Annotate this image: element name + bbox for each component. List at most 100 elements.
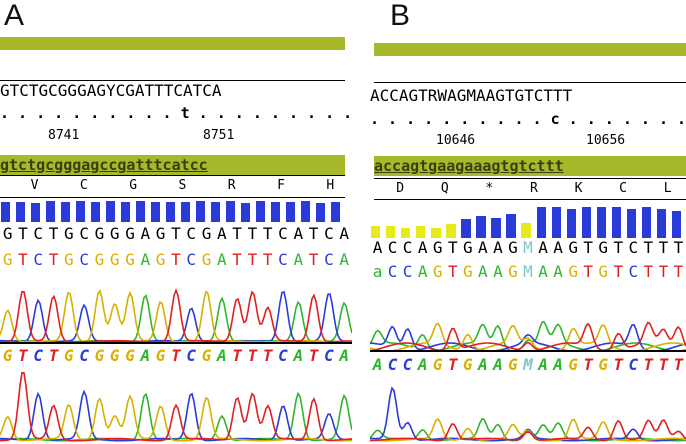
base: A (538, 262, 548, 281)
quality-bar (611, 207, 622, 238)
base: T (308, 224, 319, 243)
quality-bar (536, 207, 546, 238)
base: T (613, 238, 624, 257)
base: G (155, 346, 166, 365)
base: A (372, 355, 383, 374)
chromatogram-panel-a: A GTCTGCGGGAGYCGATTTCATCA . . . . . . . … (0, 0, 352, 442)
base: T (171, 224, 181, 243)
base: G (109, 346, 120, 365)
base: G (508, 238, 518, 257)
trace-t (0, 371, 352, 442)
base: G (125, 346, 135, 365)
consensus-sequence-b: ACCAGTRWAGMAAGTGTCTTT (370, 86, 573, 105)
base: T (262, 250, 273, 269)
base: G (598, 238, 609, 257)
base: G (201, 250, 212, 269)
quality-bar (491, 217, 501, 238)
base: T (658, 238, 669, 257)
base: G (125, 224, 135, 243)
position-label: 8741 (48, 128, 80, 143)
base: C (278, 346, 288, 365)
chromatogram-trace-a2 (0, 371, 352, 442)
base: C (33, 346, 44, 365)
panel-label-b: B (390, 0, 411, 32)
trace-g (370, 417, 686, 442)
divider (0, 80, 345, 81)
base: G (64, 224, 74, 243)
quality-bars-b (370, 204, 686, 238)
base: A (493, 355, 503, 374)
base: G (155, 224, 166, 243)
base: T (308, 346, 319, 365)
quality-bar (106, 201, 116, 222)
quality-bar (626, 209, 637, 238)
trace-a (0, 391, 352, 442)
base: T (232, 346, 242, 365)
base: G (508, 355, 518, 374)
base: T (247, 224, 258, 243)
base: G (568, 355, 578, 374)
header-bar-b (374, 43, 686, 56)
base: G (462, 238, 473, 257)
base: T (643, 238, 654, 257)
chromatogram-trace-b1 (370, 320, 686, 352)
base: T (673, 355, 684, 374)
base: A (478, 355, 488, 374)
base: A (140, 250, 151, 269)
base: T (247, 250, 258, 269)
base: A (478, 238, 488, 257)
base: A (417, 238, 428, 257)
trace-g (0, 394, 352, 442)
quality-bar (476, 215, 486, 238)
panel-label-a: A (4, 0, 25, 32)
amino-acid: K (574, 181, 583, 196)
base: G (64, 250, 74, 269)
base: T (48, 346, 59, 365)
amino-acid: L (663, 181, 672, 196)
base: C (79, 346, 89, 365)
base: G (568, 238, 578, 257)
quality-bar (241, 203, 251, 222)
divider (0, 342, 352, 344)
base: T (262, 346, 273, 365)
quality-bar (581, 207, 591, 238)
base: T (447, 262, 458, 281)
amino-acid: S (178, 178, 187, 193)
trace-t (370, 321, 686, 352)
base: A (339, 224, 349, 243)
divider (374, 199, 686, 200)
base: G (598, 355, 609, 374)
base: G (2, 346, 13, 365)
base: C (387, 262, 398, 281)
quality-bar (226, 201, 236, 222)
quality-bar (316, 203, 326, 222)
reference-sequence-b: accagtgaagaaagtgtcttt (374, 156, 686, 176)
base: T (673, 262, 684, 281)
base: C (402, 262, 413, 281)
base: T (658, 355, 669, 374)
amino-acid: * (485, 181, 494, 196)
amino-acid: Q (440, 181, 449, 196)
consensus-sequence-a: GTCTGCGGGAGYCGATTTCATCA (0, 81, 222, 100)
amino-acid: D (396, 181, 405, 196)
base: A (293, 250, 304, 269)
base: A (216, 250, 227, 269)
amino-acid: F (277, 178, 285, 193)
base: T (171, 250, 181, 269)
quality-bar (211, 202, 221, 222)
base: T (48, 250, 59, 269)
quality-bar (166, 202, 176, 222)
trace-c (370, 324, 686, 352)
base: C (186, 224, 197, 243)
base: T (643, 355, 654, 374)
base: G (2, 224, 13, 243)
base: T (18, 346, 28, 365)
base: G (462, 355, 473, 374)
quality-bar (301, 201, 311, 222)
divider (370, 350, 686, 352)
base: A (478, 262, 488, 281)
base: C (278, 224, 288, 243)
